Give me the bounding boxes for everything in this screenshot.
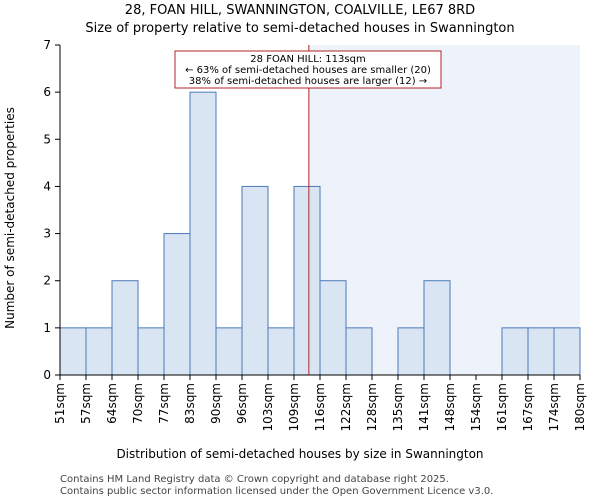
- x-tick-label-109sqm: 109sqm: [287, 383, 301, 431]
- y-tick-label: 3: [43, 227, 51, 241]
- x-tick-label-167sqm: 167sqm: [521, 383, 535, 431]
- plot-area: 0 1 2 3 4 5 6 7 51sqm 57sqm 64sqm 70sqm 77sqm 83sqm 90…: [43, 38, 587, 431]
- x-tick-label-141sqm: 141sqm: [417, 383, 431, 431]
- x-tick-label-83sqm: 83sqm: [183, 383, 197, 424]
- x-tick-label-148sqm: 148sqm: [443, 383, 457, 431]
- x-tick-label-135sqm: 135sqm: [391, 383, 405, 431]
- y-tick-label: 7: [43, 38, 51, 52]
- x-tick-label-161sqm: 161sqm: [495, 383, 509, 431]
- bar-70sqm: [137, 327, 165, 376]
- x-tick-label-128sqm: 128sqm: [365, 383, 379, 431]
- x-tick-label-174sqm: 174sqm: [547, 383, 561, 431]
- x-tick-label-51sqm: 51sqm: [53, 383, 67, 424]
- bar-141sqm: [423, 280, 451, 376]
- bar-174sqm: [553, 327, 581, 376]
- chart-title-line-1: 28, FOAN HILL, SWANNINGTON, COALVILLE, L…: [125, 3, 475, 18]
- x-tick-label-90sqm: 90sqm: [209, 383, 223, 424]
- y-tick-label: 6: [43, 85, 51, 99]
- y-axis-label: Number of semi-detached properties: [3, 107, 17, 329]
- bar-57sqm: [85, 327, 113, 376]
- bar-167sqm: [527, 327, 555, 376]
- bar-109sqm: [293, 185, 321, 376]
- x-tick-label-64sqm: 64sqm: [105, 383, 119, 424]
- annotation-line-2: ← 63% of semi-detached houses are smalle…: [185, 65, 431, 76]
- x-tick-label-154sqm: 154sqm: [469, 383, 483, 431]
- bar-96sqm: [241, 185, 269, 376]
- annotation-line-1: 28 FOAN HILL: 113sqm: [250, 54, 365, 65]
- x-tick-label-77sqm: 77sqm: [157, 383, 171, 424]
- x-tick-label-103sqm: 103sqm: [261, 383, 275, 431]
- chart-title: 28, FOAN HILL, SWANNINGTON, COALVILLE, L…: [85, 3, 514, 36]
- annotation-box: [174, 50, 442, 89]
- x-tick-label-122sqm: 122sqm: [339, 383, 353, 431]
- x-tick-label-70sqm: 70sqm: [131, 383, 145, 424]
- footer-line-1: Contains HM Land Registry data © Crown c…: [60, 474, 449, 485]
- annotation-line-3: 38% of semi-detached houses are larger (…: [189, 76, 427, 87]
- bar-83sqm: [189, 91, 217, 376]
- bar-77sqm: [163, 233, 191, 376]
- footer-line-2: Contains public sector information licen…: [60, 486, 494, 497]
- chart-title-line-2: Size of property relative to semi-detach…: [85, 21, 514, 36]
- bar-90sqm: [215, 327, 243, 376]
- x-tick-label-180sqm: 180sqm: [573, 383, 587, 431]
- x-tick-label-57sqm: 57sqm: [79, 383, 93, 424]
- bar-51sqm: [59, 327, 87, 376]
- bar-161sqm: [501, 327, 529, 376]
- x-tick-label-116sqm: 116sqm: [313, 383, 327, 431]
- bar-103sqm: [267, 327, 295, 376]
- x-tick-label-96sqm: 96sqm: [235, 383, 249, 424]
- bar-64sqm: [111, 280, 139, 376]
- y-tick-label: 4: [43, 179, 51, 193]
- x-axis-label: Distribution of semi-detached houses by …: [116, 447, 483, 461]
- y-tick-label: 0: [43, 368, 51, 382]
- y-tick-label: 1: [43, 321, 51, 335]
- y-tick-label: 5: [43, 132, 51, 146]
- y-tick-label: 2: [43, 274, 51, 288]
- bar-116sqm: [319, 280, 347, 376]
- bar-135sqm: [397, 327, 425, 376]
- bar-122sqm: [345, 327, 373, 376]
